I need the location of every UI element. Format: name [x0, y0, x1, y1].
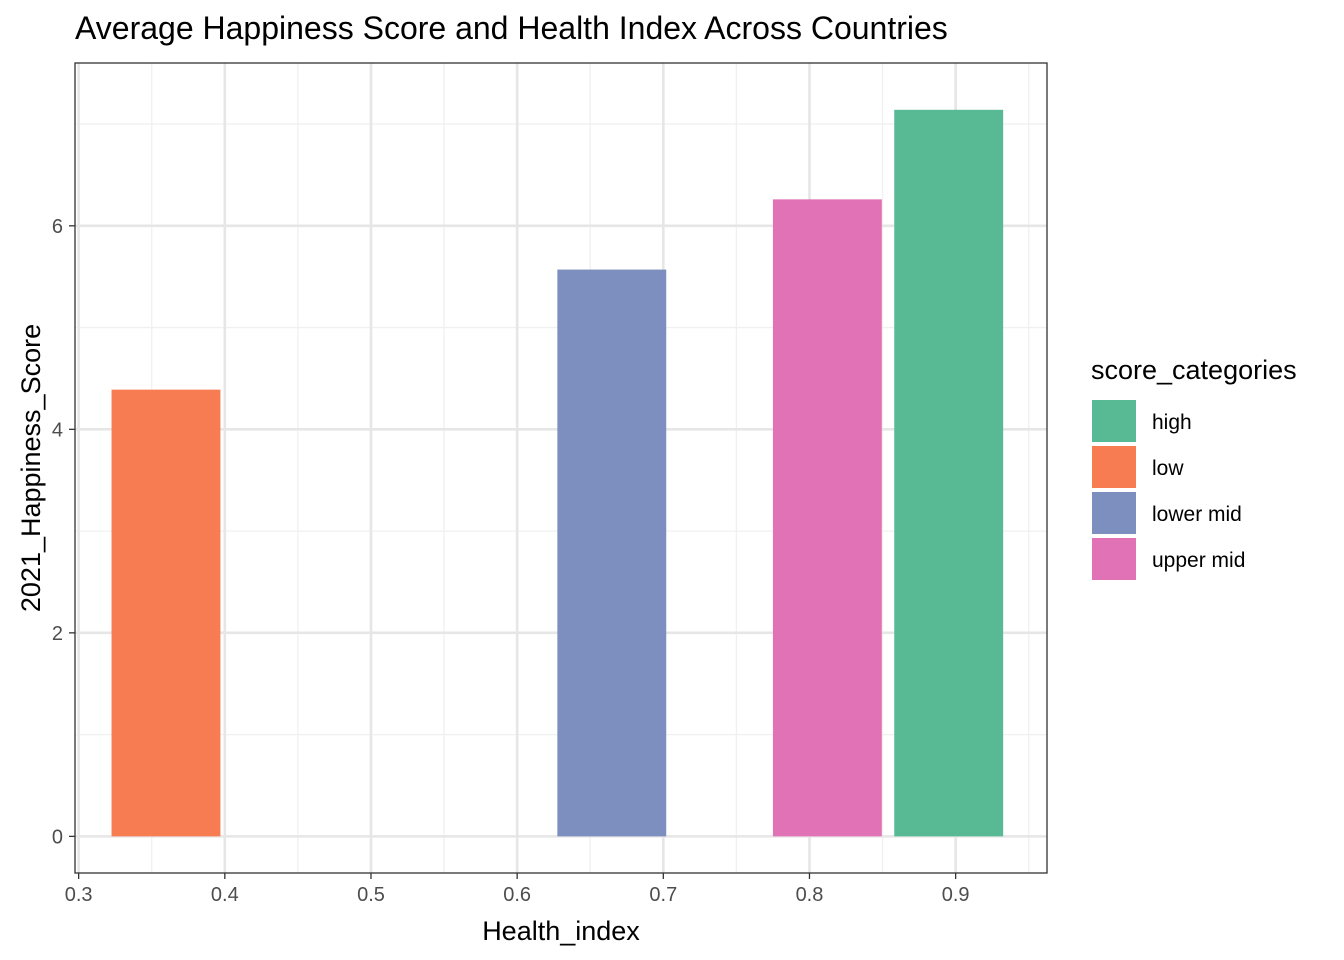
legend-label: low [1152, 457, 1184, 480]
legend-title: score_categories [1091, 355, 1297, 385]
x-tick-label: 0.5 [357, 884, 385, 906]
plot-panel [74, 62, 1048, 874]
legend-items: high low lower mid upper mid [1092, 400, 1245, 580]
y-tick-label: 0 [52, 826, 63, 848]
x-tick-label: 0.4 [211, 884, 239, 906]
chart-title: Average Happiness Score and Health Index… [75, 10, 948, 46]
plot-border [74, 62, 1048, 874]
bars [111, 109, 1004, 837]
legend-key-high [1092, 400, 1136, 442]
x-tick-label: 0.6 [503, 884, 531, 906]
legend-key-upper-mid [1092, 538, 1136, 580]
legend-label: high [1152, 411, 1192, 434]
x-tick-label: 0.9 [942, 884, 970, 906]
legend-key-low [1092, 446, 1136, 488]
x-tick-label: 0.8 [796, 884, 824, 906]
bar-high [894, 109, 1004, 837]
legend-label: upper mid [1152, 549, 1245, 572]
legend-label: lower mid [1152, 503, 1242, 526]
bar-lower-mid [557, 269, 667, 837]
legend-key-lower-mid [1092, 492, 1136, 534]
x-tick-label: 0.7 [649, 884, 677, 906]
y-tick-label: 6 [52, 216, 63, 238]
bar-low [111, 389, 221, 837]
y-axis: 0 2 4 6 [52, 216, 75, 848]
x-axis: 0.3 0.4 0.5 0.6 0.7 0.8 0.9 [65, 873, 970, 906]
y-tick-label: 4 [52, 419, 63, 441]
y-tick-label: 2 [52, 623, 63, 645]
x-axis-title: Health_index [482, 916, 640, 946]
legend: score_categories high low lower mid upper m… [1091, 355, 1297, 580]
bar-upper-mid [772, 199, 882, 837]
x-tick-label: 0.3 [65, 884, 93, 906]
y-axis-title: 2021_Happiness_Score [16, 324, 46, 612]
